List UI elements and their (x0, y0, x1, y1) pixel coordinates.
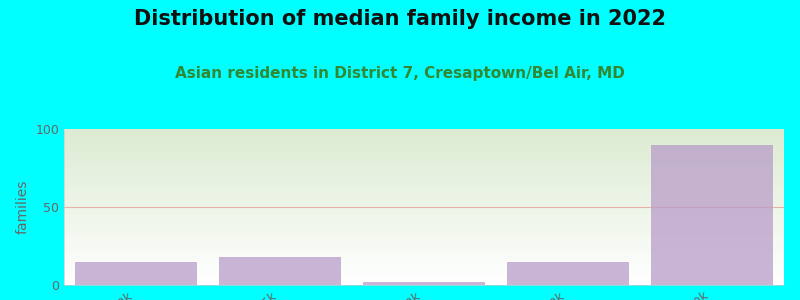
Y-axis label: families: families (16, 180, 30, 234)
Bar (219, 257, 341, 285)
Bar (651, 145, 773, 285)
Text: Distribution of median family income in 2022: Distribution of median family income in … (134, 9, 666, 29)
Bar (75, 262, 197, 285)
Text: Asian residents in District 7, Cresaptown/Bel Air, MD: Asian residents in District 7, Cresaptow… (175, 66, 625, 81)
Bar (507, 262, 630, 285)
Bar (362, 282, 485, 285)
